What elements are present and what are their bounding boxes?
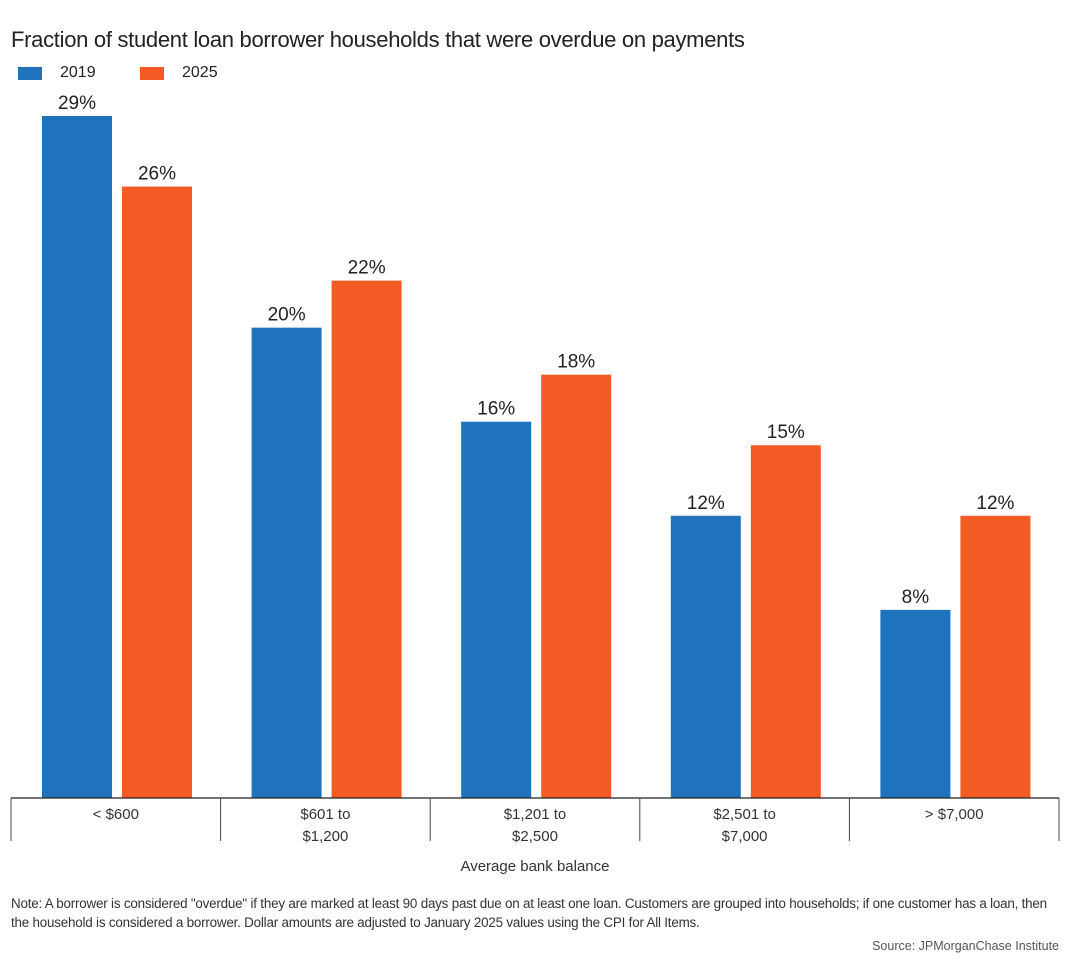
x-tick-label: $1,200 — [302, 828, 348, 845]
x-tick-label: < $600 — [93, 806, 139, 823]
x-tick-label: $601 to — [300, 806, 350, 823]
source-text: Source: JPMorganChase Institute — [872, 939, 1059, 953]
data-label: 16% — [477, 399, 515, 420]
legend-item-2019: 2019 — [18, 64, 96, 82]
x-tick-label: $7,000 — [722, 828, 768, 845]
bar-2019 — [670, 515, 741, 798]
legend-label: 2019 — [60, 64, 96, 81]
chart-title: Fraction of student loan borrower househ… — [11, 27, 745, 52]
x-tick-label: > $7,000 — [925, 806, 984, 823]
x-tick-label: $2,501 to — [713, 806, 776, 823]
data-label: 18% — [557, 352, 595, 373]
bar-2025 — [122, 186, 192, 798]
bar-2025 — [960, 515, 1031, 798]
data-label: 22% — [348, 258, 386, 279]
bar-2025 — [750, 445, 821, 798]
data-label: 12% — [687, 493, 725, 514]
legend-label: 2025 — [182, 64, 218, 81]
bar-2019 — [880, 609, 951, 798]
x-axis-label: Average bank balance — [460, 858, 610, 875]
data-label: 15% — [767, 422, 805, 443]
bar-2019 — [251, 327, 322, 798]
footnote: Note: A borrower is considered "overdue"… — [11, 896, 1047, 930]
bar-2025 — [331, 280, 402, 798]
bar-chart: 29% 26% < $600 20% 22% $601 to $1,200 16% 18% $1,… — [10, 93, 1060, 845]
bar-2025 — [541, 374, 612, 798]
legend-swatch-2025 — [140, 66, 164, 80]
data-label: 8% — [902, 587, 930, 608]
data-label: 12% — [976, 493, 1014, 514]
bar-2019 — [42, 116, 112, 798]
bar-2019 — [461, 421, 532, 798]
data-label: 26% — [138, 164, 176, 185]
legend-item-2025: 2025 — [140, 64, 218, 82]
x-tick-label: $1,201 to — [504, 806, 567, 823]
x-tick-label: $2,500 — [512, 828, 558, 845]
data-label: 20% — [268, 305, 306, 326]
data-label: 29% — [58, 93, 96, 114]
legend-swatch-2019 — [18, 66, 42, 80]
